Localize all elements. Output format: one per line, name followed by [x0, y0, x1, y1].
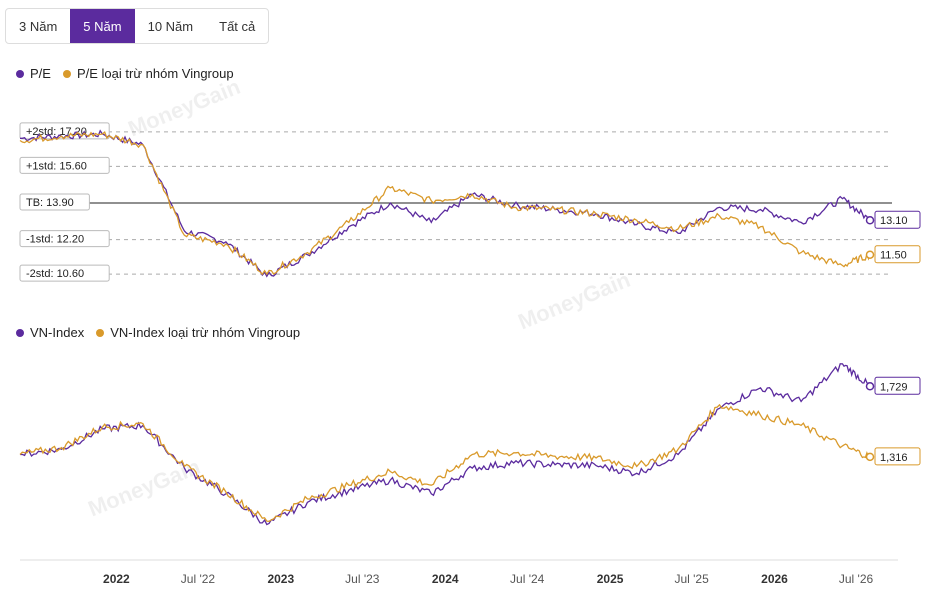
tab-all[interactable]: Tất cả: [219, 18, 256, 34]
x-tick-label: 2022: [103, 572, 130, 586]
tab-5-years[interactable]: 5 Năm: [70, 9, 135, 43]
series-line: [19, 131, 871, 276]
series-line: [19, 403, 871, 522]
legend-dot: [16, 328, 24, 337]
end-label: 11.50: [880, 250, 907, 262]
x-tick-label: Jul '23: [345, 572, 380, 586]
reference-label: TB: 13.90: [26, 197, 74, 209]
tab-3-years[interactable]: 3 Năm: [19, 18, 58, 34]
reference-label-box: [19, 264, 110, 282]
x-tick-label: 2025: [597, 572, 624, 586]
series-line: [20, 129, 871, 278]
end-label: 13.10: [880, 215, 908, 227]
x-tick-label: 2023: [267, 572, 294, 586]
legend-label: P/E loại trừ nhóm Vingroup: [76, 66, 234, 81]
x-tick-label: Jul '25: [674, 572, 709, 586]
vnindex-legend: VN-Index VN-Index loại trừ nhóm Vingroup: [16, 325, 312, 340]
reference-label-box: [19, 230, 110, 248]
pe-legend: P/E P/E loại trừ nhóm Vingroup: [16, 66, 246, 81]
x-tick-label: Jul '26: [839, 572, 874, 586]
legend-label: P/E: [30, 66, 51, 81]
reference-label-box: [19, 193, 90, 211]
end-marker: [865, 215, 875, 225]
reference-label: -1std: 12.20: [26, 234, 84, 246]
reference-label: +1std: 15.60: [26, 160, 87, 172]
x-tick-label: 2024: [432, 572, 459, 586]
legend-dot: [96, 328, 105, 337]
end-label: 1,729: [880, 381, 908, 393]
reference-label-box: [19, 156, 110, 174]
reference-label: -2std: 10.60: [26, 268, 84, 280]
period-tabs: 3 Năm 5 Năm 10 Năm Tất cả: [5, 8, 270, 44]
legend-item-pe-ex-vingroup[interactable]: P/E loại trừ nhóm Vingroup: [62, 66, 234, 81]
legend-label: VN-Index: [30, 325, 85, 340]
end-marker: [865, 452, 875, 462]
legend-label: VN-Index loại trừ nhóm Vingroup: [110, 325, 301, 340]
x-tick-label: Jul '22: [181, 572, 216, 586]
end-marker: [865, 250, 875, 259]
legend-dot: [16, 69, 24, 78]
end-label-box: [874, 376, 921, 395]
end-label: 1,316: [880, 452, 908, 464]
legend-item-vnindex-ex-vingroup[interactable]: VN-Index loại trừ nhóm Vingroup: [96, 325, 300, 340]
x-tick-label: 2026: [761, 572, 788, 586]
legend-dot: [62, 69, 71, 78]
tab-10-years[interactable]: 10 Năm: [147, 18, 194, 34]
end-label-box: [874, 245, 921, 264]
end-marker: [865, 382, 875, 391]
legend-item-vnindex[interactable]: VN-Index: [16, 325, 84, 340]
end-label-box: [874, 447, 921, 466]
end-label-box: [874, 210, 921, 229]
legend-item-pe[interactable]: P/E: [16, 66, 51, 81]
series-line: [19, 363, 871, 526]
x-tick-label: Jul '24: [510, 572, 545, 586]
